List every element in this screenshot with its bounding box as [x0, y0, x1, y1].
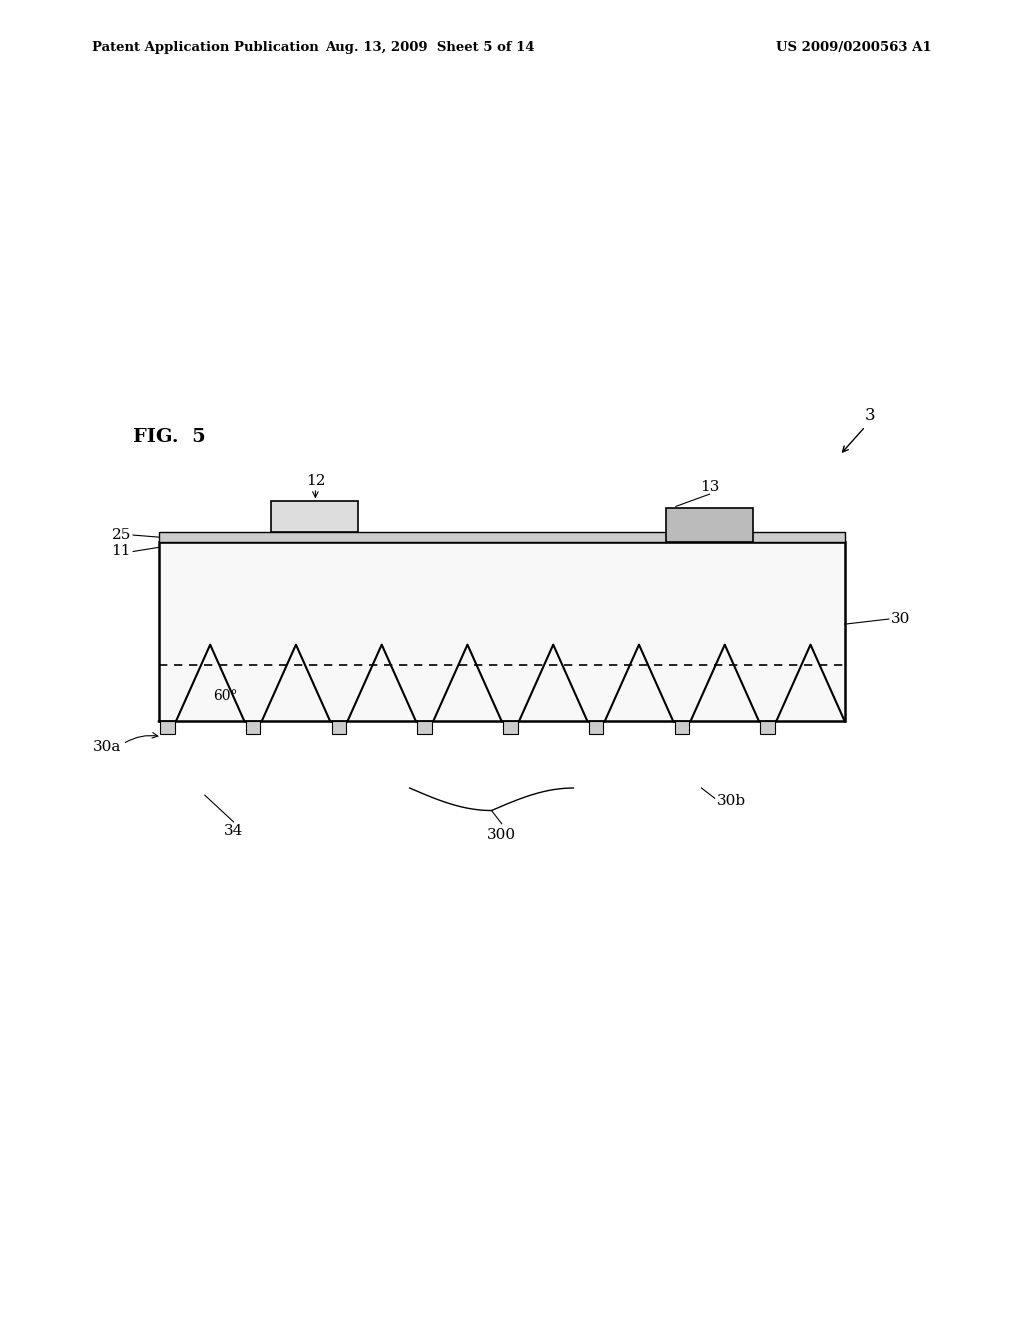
Text: 60°: 60° [213, 689, 238, 702]
Text: 13: 13 [700, 480, 719, 494]
Bar [246, 722, 260, 734]
Bar [160, 722, 174, 734]
Bar [503, 722, 517, 734]
Bar [418, 722, 432, 734]
Text: 30a: 30a [92, 741, 121, 754]
Text: Patent Application Publication: Patent Application Publication [92, 41, 318, 54]
Bar [675, 722, 689, 734]
Text: 3: 3 [865, 408, 876, 425]
Bar [332, 722, 346, 734]
Text: 12: 12 [305, 474, 326, 488]
Text: 25: 25 [112, 528, 131, 543]
Text: US 2009/0200563 A1: US 2009/0200563 A1 [776, 41, 932, 54]
Bar [159, 543, 845, 722]
Text: 34: 34 [224, 824, 243, 838]
Bar [271, 502, 358, 532]
Text: Aug. 13, 2009  Sheet 5 of 14: Aug. 13, 2009 Sheet 5 of 14 [326, 41, 535, 54]
Bar [666, 508, 753, 543]
Text: FIG.  5: FIG. 5 [133, 428, 206, 446]
Text: 30: 30 [891, 612, 910, 626]
Text: 300: 300 [487, 828, 516, 842]
Bar [761, 722, 775, 734]
Text: 30b: 30b [717, 795, 745, 808]
Text: 11: 11 [112, 544, 131, 558]
Bar [589, 722, 603, 734]
Bar [159, 532, 845, 543]
